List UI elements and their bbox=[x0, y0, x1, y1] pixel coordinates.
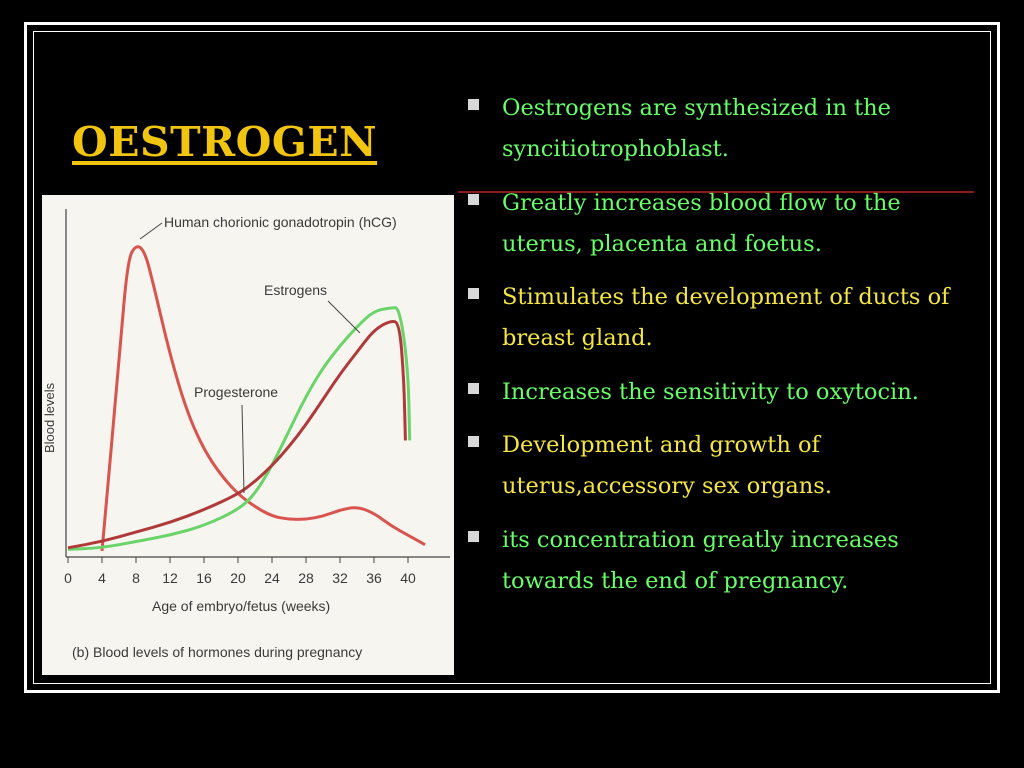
figure-caption: (b) Blood levels of hormones during preg… bbox=[72, 644, 362, 660]
square-bullet-icon bbox=[468, 436, 479, 447]
bullet-text: its concentration greatly increases towa… bbox=[502, 526, 899, 594]
bullet-item: Development and growth of uterus,accesso… bbox=[462, 425, 982, 507]
x-tick-label: 8 bbox=[132, 570, 140, 586]
bullet-item: Oestrogens are synthesized in the syncit… bbox=[462, 88, 982, 170]
progesterone-label: Progesterone bbox=[194, 384, 278, 400]
x-tick-label: 4 bbox=[98, 570, 106, 586]
x-tick-label: 24 bbox=[264, 570, 280, 586]
x-tick-label: 28 bbox=[298, 570, 314, 586]
square-bullet-icon bbox=[468, 193, 479, 205]
square-bullet-icon bbox=[468, 288, 479, 299]
square-bullet-icon bbox=[468, 530, 479, 542]
square-bullet-icon bbox=[468, 382, 479, 394]
x-tick-label: 0 bbox=[64, 570, 72, 586]
hormone-chart-figure: 0 4 8 12 16 20 24 28 32 36 40 Human chorionic gona… bbox=[42, 195, 454, 675]
hcg-label: Human chorionic gonadotropin (hCG) bbox=[164, 214, 397, 230]
series-line-estrogens bbox=[67, 306, 412, 551]
bullet-list: Oestrogens are synthesized in the syncit… bbox=[462, 88, 982, 614]
series-line-progesterone bbox=[67, 320, 407, 550]
estrogens-label: Estrogens bbox=[264, 282, 327, 298]
bullet-text: Stimulates the development of ducts of b… bbox=[502, 284, 950, 351]
estrogens-leader-line bbox=[327, 300, 361, 334]
x-tick-label: 12 bbox=[162, 570, 178, 586]
hcg-leader-line bbox=[139, 222, 163, 240]
hormone-chart: 0 4 8 12 16 20 24 28 32 36 40 Human chorionic gona… bbox=[42, 209, 450, 660]
x-axis-label: Age of embryo/fetus (weeks) bbox=[152, 598, 330, 614]
slide-frame-inner bbox=[33, 31, 991, 684]
series-line-human-chorionic-gonadotropin-hcg bbox=[100, 245, 426, 552]
bullet-text: Development and growth of uterus,accesso… bbox=[502, 432, 832, 499]
bullet-item: its concentration greatly increases towa… bbox=[462, 520, 982, 602]
y-axis-label: Blood levels bbox=[42, 382, 57, 453]
bullet-item: Increases the sensitivity to oxytocin. bbox=[462, 372, 982, 413]
slide-frame-outer bbox=[24, 22, 1000, 693]
x-tick-label: 32 bbox=[332, 570, 348, 586]
slide-title: OESTROGEN bbox=[72, 118, 378, 166]
bullet-text: Oestrogens are synthesized in the syncit… bbox=[502, 95, 891, 162]
bullet-text: Greatly increases blood flow to the uter… bbox=[502, 189, 901, 257]
bullet-item: Greatly increases blood flow to the uter… bbox=[462, 183, 982, 265]
square-bullet-icon bbox=[468, 99, 479, 110]
x-tick-label: 36 bbox=[366, 570, 382, 586]
series-group bbox=[67, 245, 426, 552]
x-tick-label: 16 bbox=[196, 570, 212, 586]
progesterone-leader-line bbox=[241, 404, 245, 494]
x-tick-label: 40 bbox=[400, 570, 416, 586]
bullet-item: Stimulates the development of ducts of b… bbox=[462, 277, 982, 359]
bullet-text: Increases the sensitivity to oxytocin. bbox=[502, 378, 919, 405]
x-tick-label: 20 bbox=[230, 570, 246, 586]
x-tick-group: 0 4 8 12 16 20 24 28 32 36 40 bbox=[64, 557, 416, 586]
divider-line bbox=[458, 191, 974, 193]
